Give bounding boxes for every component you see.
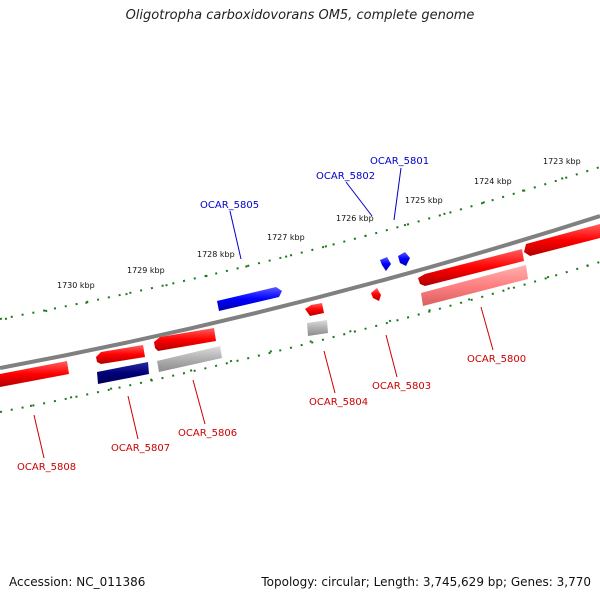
accession-text: Accession: NC_011386 (9, 575, 146, 589)
gene-ocar-5804-gray[interactable] (307, 320, 328, 336)
leader-line-ocar-5801 (393, 167, 402, 221)
gene-label-ocar-5800: OCAR_5800 (467, 354, 526, 365)
gene-ocar-5803[interactable] (371, 288, 381, 301)
gene-ocar-5800-pair[interactable] (524, 224, 600, 256)
gene-ocar-5800-light[interactable] (421, 265, 528, 306)
map-title: Oligotropha carboxidovorans OM5, complet… (125, 8, 475, 23)
gene-ocar-5807-navy[interactable] (97, 362, 149, 384)
gene-ocar-5802[interactable] (380, 257, 391, 271)
gene-label-ocar-5801: OCAR_5801 (370, 156, 429, 167)
gene-label-ocar-5803: OCAR_5803 (372, 381, 431, 392)
gene-ocar-5808[interactable] (0, 361, 69, 387)
kbp-label: 1726 kbp (336, 214, 374, 223)
leader-line-ocar-5808 (33, 414, 45, 459)
leader-line-ocar-5802 (345, 181, 373, 217)
gene-ocar-5801[interactable] (398, 252, 410, 266)
leader-line-ocar-5807 (127, 395, 139, 440)
gene-ocar-5806[interactable] (154, 328, 216, 351)
gene-ocar-5807[interactable] (96, 345, 145, 364)
genome-backbone (0, 214, 600, 370)
gene-label-ocar-5807: OCAR_5807 (111, 443, 170, 454)
kbp-label: 1725 kbp (405, 196, 443, 205)
kbp-label: 1723 kbp (543, 157, 581, 166)
kbp-label: 1728 kbp (197, 250, 235, 259)
kbp-label: 1727 kbp (267, 233, 305, 242)
gene-ocar-5805[interactable] (217, 287, 282, 311)
gene-label-ocar-5805: OCAR_5805 (200, 200, 259, 211)
gene-ocar-5800[interactable] (418, 249, 524, 286)
gene-ocar-5806-gray[interactable] (157, 346, 222, 372)
inner-scale (0, 261, 600, 413)
gene-label-ocar-5806: OCAR_5806 (178, 428, 237, 439)
leader-line-ocar-5800 (480, 306, 494, 351)
leader-line-ocar-5803 (385, 334, 398, 378)
genome-summary-text: Topology: circular; Length: 3,745,629 bp… (261, 575, 591, 589)
kbp-label: 1724 kbp (474, 177, 512, 186)
kbp-label: 1729 kbp (127, 266, 165, 275)
leader-line-ocar-5806 (192, 379, 206, 425)
gene-ocar-5804[interactable] (305, 303, 324, 316)
gene-label-ocar-5802: OCAR_5802 (316, 171, 375, 182)
leader-line-ocar-5804 (323, 350, 336, 394)
leader-line-ocar-5805 (229, 210, 242, 260)
gene-label-ocar-5808: OCAR_5808 (17, 462, 76, 473)
kbp-label: 1730 kbp (57, 281, 95, 290)
gene-label-ocar-5804: OCAR_5804 (309, 397, 368, 408)
